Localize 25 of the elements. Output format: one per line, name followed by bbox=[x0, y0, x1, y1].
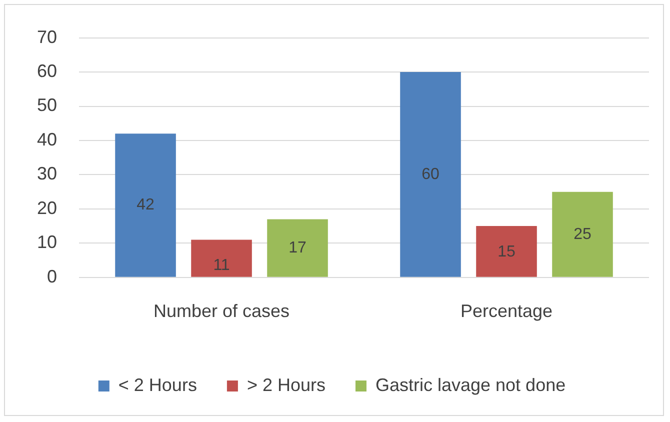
data-label: 15 bbox=[498, 243, 516, 260]
legend-label: Gastric lavage not done bbox=[375, 374, 566, 395]
data-label: 60 bbox=[422, 166, 440, 183]
x-tick-label: Number of cases bbox=[153, 301, 290, 322]
y-tick-label: 30 bbox=[36, 164, 58, 184]
bar bbox=[476, 226, 537, 277]
bar bbox=[552, 192, 613, 277]
data-label: 11 bbox=[213, 257, 230, 274]
x-tick-label: Percentage bbox=[460, 301, 553, 322]
y-tick-label: 60 bbox=[36, 60, 58, 81]
y-tick-label: 70 bbox=[36, 26, 58, 47]
legend-label: < 2 Hours bbox=[118, 374, 197, 395]
data-label: 25 bbox=[574, 226, 592, 243]
bar bbox=[400, 72, 461, 277]
bar bbox=[191, 240, 252, 277]
data-label: 42 bbox=[136, 196, 155, 214]
legend-label: > 2 Hours bbox=[246, 374, 326, 395]
bar bbox=[267, 219, 328, 277]
y-tick-label: 0 bbox=[47, 266, 58, 286]
y-tick-label: 40 bbox=[36, 129, 58, 150]
y-tick-label: 50 bbox=[36, 95, 58, 116]
y-tick-label: 20 bbox=[36, 198, 58, 218]
bar bbox=[115, 134, 176, 277]
y-tick-label: 10 bbox=[36, 232, 58, 252]
data-label: 17 bbox=[288, 239, 307, 256]
